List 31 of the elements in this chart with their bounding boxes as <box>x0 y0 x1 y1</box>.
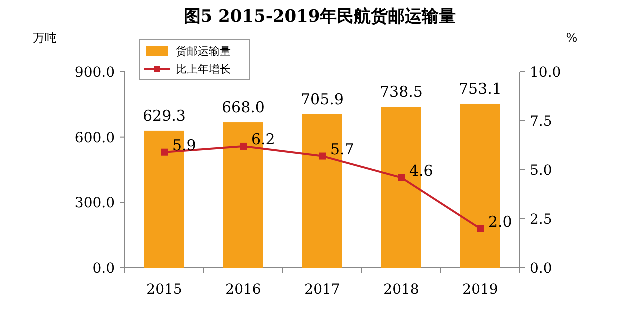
y2-axis-title: % <box>566 31 578 45</box>
data-label: 2.0 <box>488 212 512 231</box>
x-tick-label: 2019 <box>462 282 498 298</box>
y-tick-label: 900.0 <box>74 65 115 81</box>
point <box>398 174 405 182</box>
point <box>161 148 168 156</box>
point <box>319 152 326 160</box>
point <box>477 225 484 232</box>
data-label: 5.7 <box>330 140 354 158</box>
y-tick-label: 300.0 <box>74 196 115 212</box>
point <box>240 142 247 150</box>
chart-title: 图5 2015-2019年民航货邮运输量 <box>184 7 456 27</box>
x-tick-label: 2018 <box>384 282 420 298</box>
legend-label: 比上年增长 <box>176 63 231 76</box>
data-label: 753.1 <box>459 80 502 98</box>
x-tick-label: 2015 <box>146 282 182 298</box>
legend-label: 货邮运输量 <box>176 45 231 58</box>
x-tick-label: 2016 <box>226 282 262 298</box>
y2-tick-label: 0.0 <box>530 261 552 277</box>
data-label: 629.3 <box>143 106 186 125</box>
data-label: 738.5 <box>380 83 423 102</box>
y2-tick-label: 10.0 <box>530 65 562 81</box>
y2-tick-label: 7.5 <box>530 114 552 130</box>
y2-tick-label: 5.0 <box>530 163 552 179</box>
data-label: 668.0 <box>222 98 265 117</box>
data-label: 705.9 <box>301 90 344 108</box>
y-tick-label: 0.0 <box>92 261 115 277</box>
y-tick-label: 600.0 <box>74 130 115 146</box>
y2-tick-label: 2.5 <box>530 212 552 228</box>
y-axis-title: 万吨 <box>33 31 57 45</box>
x-tick-label: 2017 <box>304 282 340 298</box>
